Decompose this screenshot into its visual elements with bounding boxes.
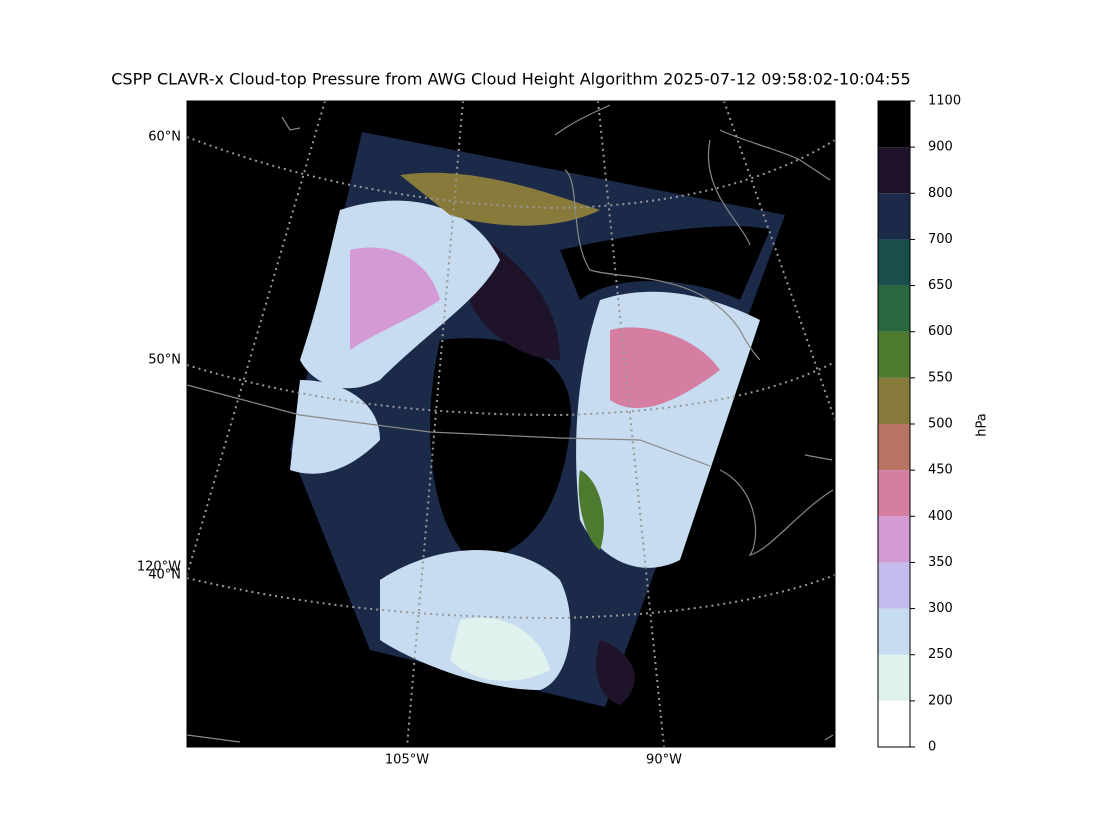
colorbar-bin	[878, 239, 910, 286]
colorbar-bin	[878, 193, 910, 240]
graticule	[186, 100, 326, 576]
colorbar-bin	[878, 516, 910, 563]
graticule	[186, 361, 836, 417]
clear-area	[430, 338, 572, 560]
colorbar-tick-label: 200	[928, 693, 953, 708]
colorbar-label: hPa	[975, 413, 990, 436]
colorbar-bin	[878, 470, 910, 517]
colorbar-bin	[878, 608, 910, 655]
lon-label: 90°W	[646, 753, 682, 768]
title: CSPP CLAVR-x Cloud-top Pressure from AWG…	[111, 70, 910, 89]
coastline	[719, 454, 834, 556]
lat-label: 40°N	[148, 568, 181, 583]
colorbar-tick-label: 300	[928, 601, 953, 616]
colorbar-tick-label: 600	[928, 324, 953, 339]
colorbar-bin	[878, 700, 910, 747]
cloud	[596, 640, 635, 705]
colorbar-tick-label: 250	[928, 647, 953, 662]
coastline	[186, 116, 834, 743]
graticule	[186, 136, 836, 210]
cloud	[578, 470, 604, 550]
cloud	[610, 327, 720, 409]
lon-label: 105°W	[385, 753, 429, 768]
lat-label: 50°N	[148, 353, 181, 368]
lon-label: 120°W	[137, 560, 181, 575]
graticule	[406, 100, 464, 748]
coastline	[707, 129, 831, 246]
graticule	[186, 574, 836, 620]
colorbar-bin	[878, 562, 910, 609]
colorbar-tick-label: 0	[928, 740, 936, 755]
colorbar-bin	[878, 377, 910, 424]
colorbar-tick-label: 800	[928, 186, 953, 201]
colorbar-tick-label: 450	[928, 463, 953, 478]
colorbar: 0 200 250 300 350 400 450 500 550 600 650 700 800 900…	[877, 94, 961, 755]
cloud	[350, 247, 440, 350]
cloud	[400, 172, 600, 226]
colorbar-tick-label: 400	[928, 509, 953, 524]
lat-label: 60°N	[148, 130, 181, 145]
colorbar-bin	[878, 285, 910, 332]
colorbar-tick-label: 550	[928, 370, 953, 385]
colorbar-tick-label: 700	[928, 232, 953, 247]
map-frame	[186, 100, 836, 748]
border	[186, 384, 711, 467]
colorbar-tick-label: 900	[928, 140, 953, 155]
graticule	[597, 100, 665, 748]
colorbar-bin	[878, 147, 910, 194]
coastline	[554, 104, 761, 361]
colorbar-bin	[878, 654, 910, 701]
colorbar-tick-label: 350	[928, 555, 953, 570]
map	[186, 100, 836, 748]
cloud	[290, 380, 380, 474]
colorbar-tick-label: 650	[928, 278, 953, 293]
colorbar-tick-label: 1100	[928, 94, 961, 109]
cloud	[450, 617, 550, 681]
colorbar-bin	[878, 101, 910, 148]
graticule	[723, 100, 836, 421]
colorbar-tick-label: 500	[928, 417, 953, 432]
colorbar-bin	[878, 424, 910, 471]
colorbar-bin	[878, 331, 910, 378]
